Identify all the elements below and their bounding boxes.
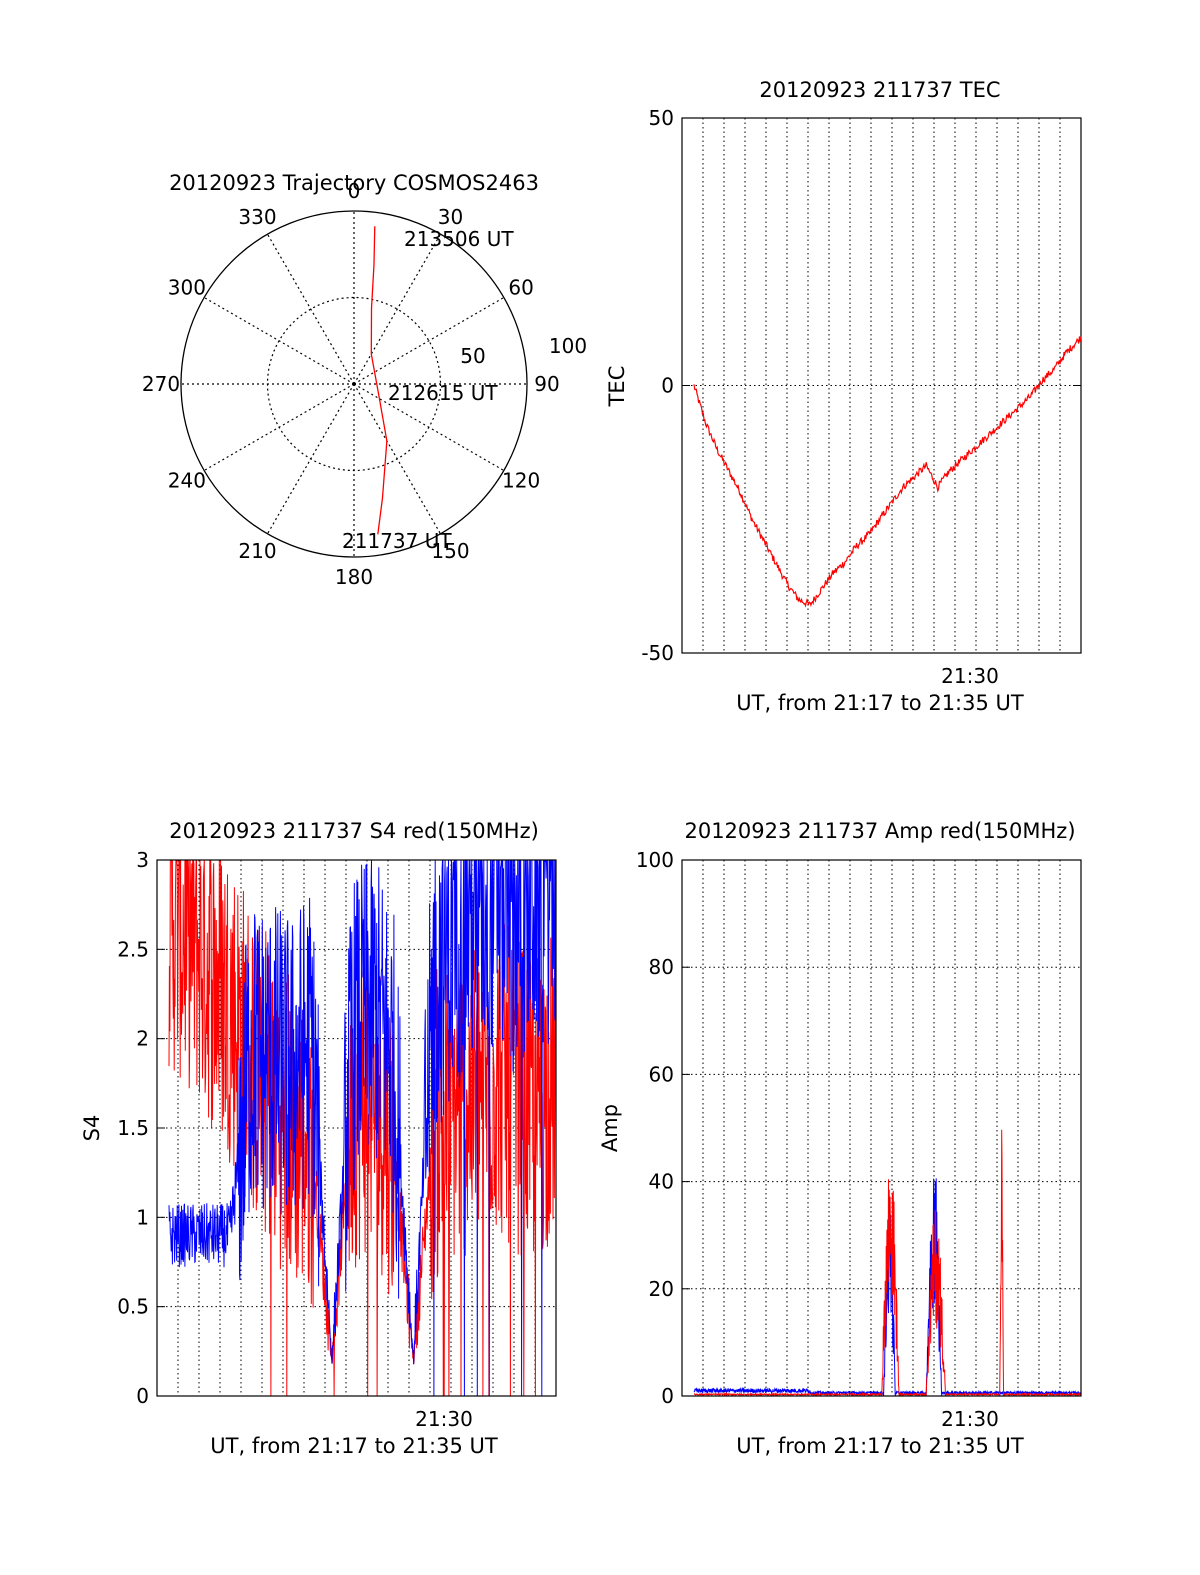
amp-line-blue (693, 1178, 1082, 1397)
amp-ytick-label: 40 (649, 1170, 674, 1194)
amp-frame (681, 859, 1082, 1397)
amp-yticks: 0 20 40 60 80 100 (636, 848, 690, 1408)
s4-ytick-label: 0.5 (117, 1295, 149, 1319)
polar-spoke (353, 233, 442, 385)
polar-radius-label: 50 (460, 344, 485, 368)
s4-panel: 20120923 211737 S4 red(150MHz) 0 0.5 1 1.5 2… (80, 819, 557, 1458)
polar-azimuth-label: 90 (534, 372, 559, 396)
polar-spoke (266, 233, 355, 385)
polar-azimuth-label: 120 (502, 469, 540, 493)
polar-azimuth-label: 0 (348, 179, 361, 203)
amp-xlabel: UT, from 21:17 to 21:35 UT (736, 1434, 1024, 1458)
s4-ytick-label: 2 (136, 1027, 149, 1051)
s4-ytick-label: 2.5 (117, 937, 149, 961)
s4-ylabel: S4 (80, 1115, 104, 1142)
tec-series (693, 336, 1082, 608)
polar-azimuth-label: 180 (335, 565, 373, 589)
polar-azimuth-label: 330 (238, 205, 276, 229)
tec-panel: 20120923 211737 TEC -50 0 50 21:30 UT, fro… (605, 78, 1082, 715)
polar-spoke (203, 296, 355, 385)
polar-azimuth-label: 300 (168, 276, 206, 300)
polar-spoke (353, 296, 505, 385)
tec-ytick-label: 50 (649, 106, 674, 130)
polar-azimuth-label: 210 (238, 539, 276, 563)
amp-ytick-label: 0 (661, 1384, 674, 1408)
amp-ytick-label: 20 (649, 1277, 674, 1301)
tec-title: 20120923 211737 TEC (759, 78, 1000, 102)
amp-ytick-label: 60 (649, 1062, 674, 1086)
s4-line-red (168, 859, 557, 1397)
amp-ytick-label: 80 (649, 955, 674, 979)
tec-ytick-label: 0 (661, 374, 674, 398)
trajectory-title: 20120923 Trajectory COSMOS2463 (169, 171, 539, 195)
amp-ylabel: Amp (598, 1104, 622, 1152)
s4-ytick-label: 3 (136, 848, 149, 872)
polar-azimuth-label: 240 (168, 469, 206, 493)
tec-grid (682, 118, 1081, 653)
tec-ylabel: TEC (605, 366, 629, 408)
s4-ytick-label: 1.5 (117, 1116, 149, 1140)
polar-spoke (203, 383, 355, 472)
polar-azimuth-label: 30 (438, 205, 463, 229)
polar-track-annotation: 213506 UT (404, 227, 514, 251)
trajectory-panel: 20120923 Trajectory COSMOS2463 0 30 60 90 12… (142, 171, 587, 589)
s4-line-blue (168, 859, 557, 1397)
polar-spoke (353, 383, 442, 535)
amp-line-red (693, 1129, 1082, 1397)
amp-grid (682, 860, 1081, 1396)
amp-ytick-label: 100 (636, 848, 674, 872)
tec-xtick-label: 21:30 (941, 664, 999, 688)
s4-title: 20120923 211737 S4 red(150MHz) (169, 819, 539, 843)
s4-ytick-label: 0 (136, 1384, 149, 1408)
polar-track-annotation: 211737 UT (342, 529, 452, 553)
s4-series (168, 859, 557, 1397)
polar-track: 213506 UT 212615 UT 211737 UT (342, 226, 514, 553)
tec-yticks: -50 0 50 (641, 106, 1081, 665)
tec-ytick-label: -50 (641, 641, 674, 665)
polar-azimuth-label: 60 (508, 276, 533, 300)
polar-spoke (353, 383, 505, 472)
polar-grid: 0 30 60 90 120 150 180 210 240 270 300 330 50 100 (142, 179, 587, 589)
tec-line (693, 336, 1082, 608)
tec-xlabel: UT, from 21:17 to 21:35 UT (736, 691, 1024, 715)
amp-series (693, 1129, 1082, 1397)
s4-ytick-label: 1 (136, 1205, 149, 1229)
polar-track-line (370, 226, 388, 535)
amp-title: 20120923 211737 Amp red(150MHz) (684, 819, 1075, 843)
polar-outer-circle (180, 210, 528, 558)
polar-radius-label: 100 (549, 334, 587, 358)
polar-track-annotation: 212615 UT (388, 381, 498, 405)
polar-spoke (266, 383, 355, 535)
s4-yticks: 0 0.5 1 1.5 2 2.5 3 (117, 848, 165, 1408)
amp-xtick-label: 21:30 (941, 1407, 999, 1431)
s4-xtick-label: 21:30 (415, 1407, 473, 1431)
amp-panel: 20120923 211737 Amp red(150MHz) 0 20 40 60 8… (598, 819, 1082, 1458)
polar-azimuth-label: 270 (142, 372, 180, 396)
s4-xlabel: UT, from 21:17 to 21:35 UT (210, 1434, 498, 1458)
polar-azimuth-label: 150 (431, 539, 469, 563)
